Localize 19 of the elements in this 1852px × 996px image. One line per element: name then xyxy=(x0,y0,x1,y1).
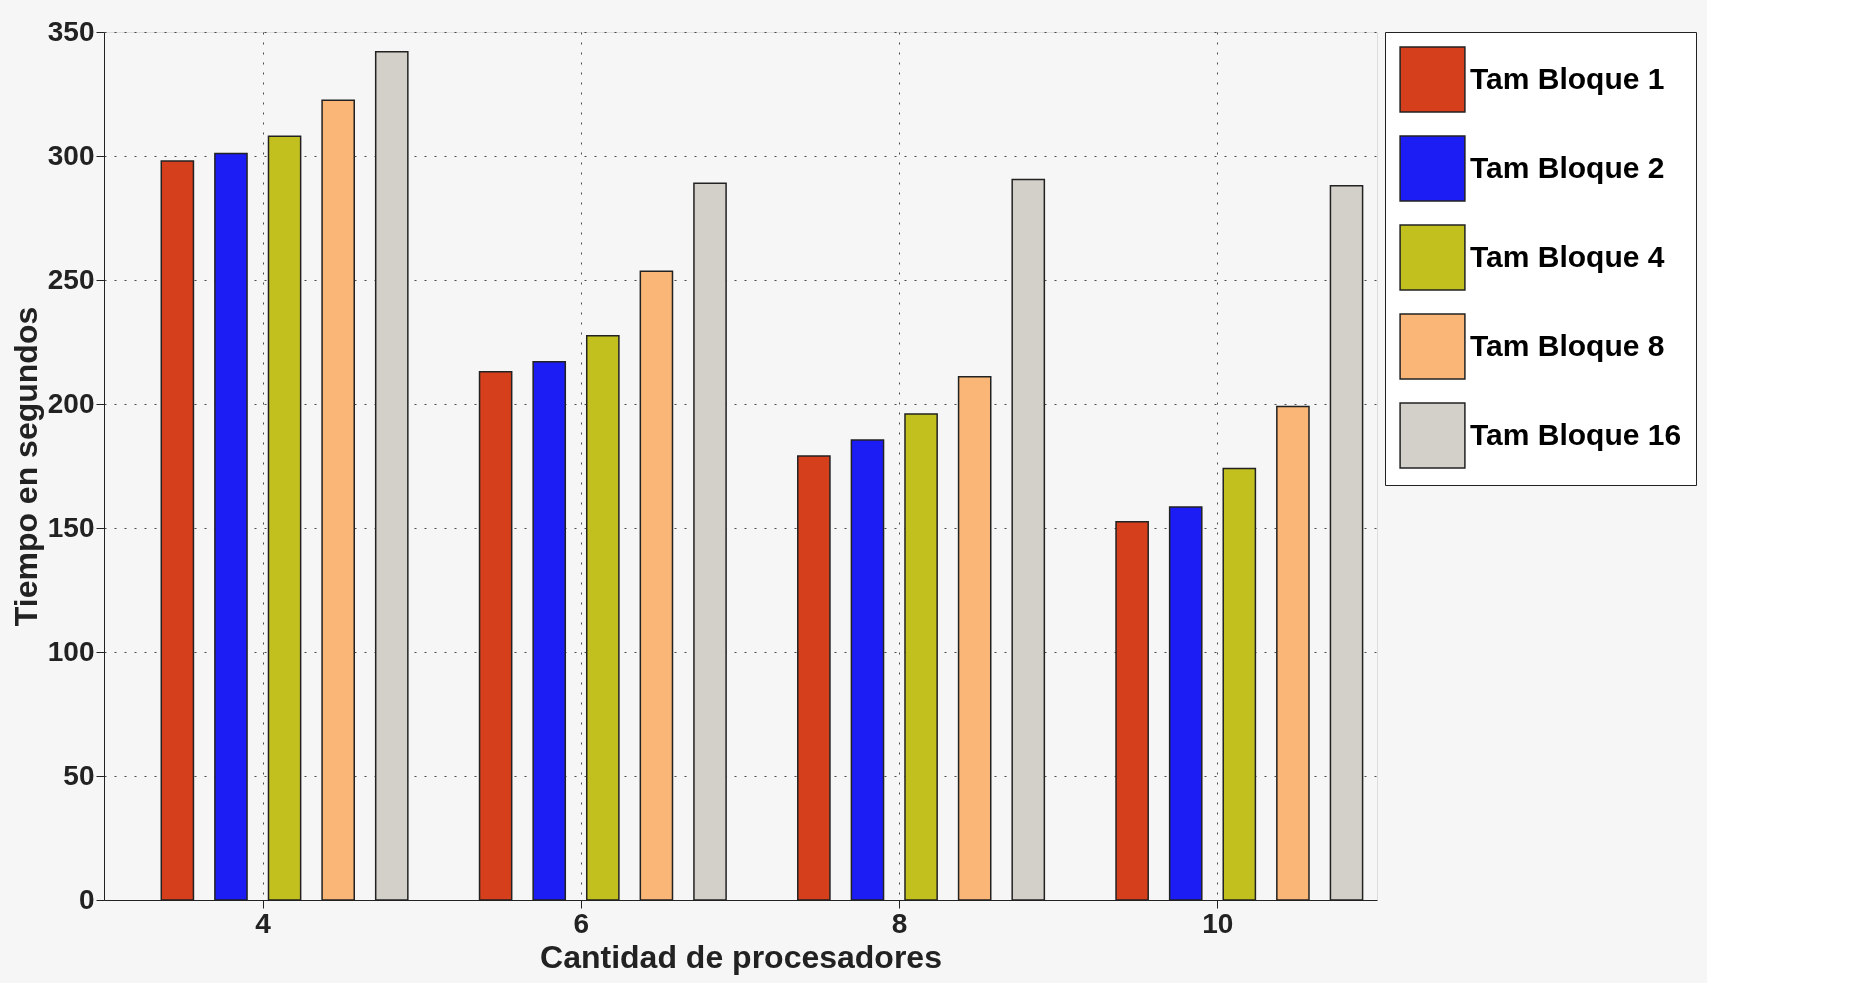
x-tick-label: 8 xyxy=(891,907,908,939)
y-tick-label: 250 xyxy=(47,263,95,295)
y-tick-label: 50 xyxy=(63,759,95,791)
y-tick-label: 0 xyxy=(78,883,95,915)
legend-label: Tam Bloque 2 xyxy=(1470,150,1665,184)
y-tick-label: 100 xyxy=(47,635,95,667)
y-tick-label: 150 xyxy=(47,511,95,543)
legend-label: Tam Bloque 16 xyxy=(1470,417,1682,451)
y-tick-label: 300 xyxy=(47,139,95,171)
x-axis-title: Cantidad de procesadores xyxy=(540,938,942,975)
legend-label: Tam Bloque 4 xyxy=(1470,239,1665,273)
legend-label: Tam Bloque 1 xyxy=(1470,61,1665,95)
x-tick-label: 10 xyxy=(1202,907,1234,939)
y-tick-label: 350 xyxy=(47,15,95,47)
x-tick-label: 4 xyxy=(255,907,272,939)
legend-label: Tam Bloque 8 xyxy=(1470,328,1665,362)
x-tick-label: 6 xyxy=(573,907,590,939)
y-axis-title: Tiempo en segundos xyxy=(7,306,44,627)
y-tick-label: 200 xyxy=(47,387,95,419)
